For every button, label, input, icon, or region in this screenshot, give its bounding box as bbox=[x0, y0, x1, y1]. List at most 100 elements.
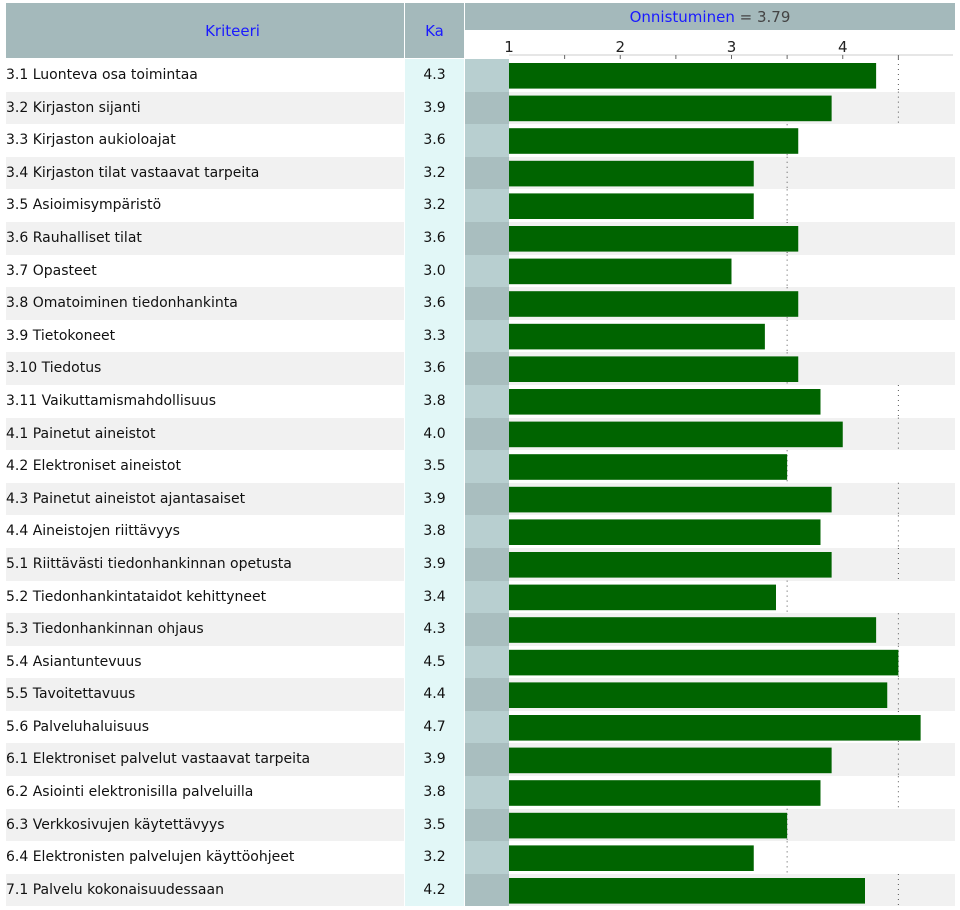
row-gutter bbox=[465, 808, 509, 842]
criterion-label: 3.3 Kirjaston aukioloajat bbox=[6, 124, 404, 157]
mean-value: 3.6 bbox=[405, 221, 464, 255]
row-gutter bbox=[465, 254, 509, 288]
criteria-header: Kriteeri bbox=[6, 3, 404, 58]
row-gutter bbox=[465, 91, 509, 125]
bar bbox=[509, 845, 754, 871]
bar bbox=[509, 389, 821, 415]
mean-value: 4.2 bbox=[405, 873, 464, 907]
criterion-label: 5.4 Asiantuntevuus bbox=[6, 645, 404, 679]
success-value: 3.79 bbox=[756, 7, 791, 26]
criterion-label: 3.8 Omatoiminen tiedonhankinta bbox=[6, 287, 404, 320]
row-gutter bbox=[465, 417, 509, 451]
bar bbox=[509, 649, 899, 676]
mean-value: 3.9 bbox=[405, 547, 464, 581]
row-gutter bbox=[465, 547, 509, 581]
row-gutter bbox=[465, 189, 509, 222]
mean-value: 3.9 bbox=[405, 743, 464, 777]
bar bbox=[509, 258, 732, 285]
mean-value: 3.8 bbox=[405, 515, 464, 548]
row-gutter bbox=[465, 287, 509, 320]
mean-value: 3.2 bbox=[405, 189, 464, 222]
mean-value: 4.7 bbox=[405, 710, 464, 744]
criterion-label: 4.3 Painetut aineistot ajantasaiset bbox=[6, 482, 404, 516]
x-tick-label: 3 bbox=[727, 38, 737, 56]
bar-chart: 1 2 3 4 bbox=[504, 38, 953, 907]
mean-value: 3.2 bbox=[405, 841, 464, 874]
row-gutter bbox=[465, 482, 509, 516]
criterion-label: 5.2 Tiedonhankintataidot kehittyneet bbox=[6, 580, 404, 614]
mean-value: 3.6 bbox=[405, 287, 464, 320]
bar bbox=[509, 63, 877, 89]
x-tick-label: 2 bbox=[615, 38, 625, 56]
bar bbox=[509, 878, 865, 904]
criterion-label: 7.1 Palvelu kokonaisuudessaan bbox=[6, 873, 404, 907]
criterion-label: 3.7 Opasteet bbox=[6, 254, 404, 288]
criterion-label: 3.1 Luonteva osa toimintaa bbox=[6, 59, 404, 92]
row-gutter bbox=[465, 743, 509, 777]
row-gutter bbox=[465, 841, 509, 874]
bar bbox=[509, 780, 821, 806]
mean-value: 4.4 bbox=[405, 678, 464, 711]
criterion-label: 3.5 Asioimisympäristö bbox=[6, 189, 404, 222]
bar bbox=[509, 454, 788, 480]
row-gutter bbox=[465, 450, 509, 483]
row-gutter bbox=[465, 776, 509, 809]
criterion-label: 5.5 Tavoitettavuus bbox=[6, 678, 404, 711]
criterion-label: 6.1 Elektroniset palvelut vastaavat tarp… bbox=[6, 743, 404, 777]
mean-value: 3.6 bbox=[405, 124, 464, 157]
success-eq: = bbox=[739, 7, 753, 26]
mean-value: 3.9 bbox=[405, 482, 464, 516]
row-gutter bbox=[465, 124, 509, 157]
mean-header-label: Ka bbox=[425, 21, 444, 40]
mean-value: 3.5 bbox=[405, 450, 464, 483]
bar bbox=[509, 291, 799, 317]
criterion-label: 4.2 Elektroniset aineistot bbox=[6, 450, 404, 483]
row-gutter bbox=[465, 156, 509, 190]
row-gutter bbox=[465, 515, 509, 548]
row-gutter bbox=[465, 678, 509, 711]
row-gutter bbox=[465, 580, 509, 614]
mean-value: 4.5 bbox=[405, 645, 464, 679]
row-gutter bbox=[465, 319, 509, 353]
x-tick-label: 4 bbox=[838, 38, 848, 56]
x-tick-label: 1 bbox=[504, 38, 514, 56]
row-gutter bbox=[465, 352, 509, 385]
criterion-label: 3.11 Vaikuttamismahdollisuus bbox=[6, 384, 404, 418]
criterion-label: 5.6 Palveluhaluisuus bbox=[6, 710, 404, 744]
bar bbox=[509, 323, 765, 350]
bar bbox=[509, 519, 821, 545]
chart-header: Onnistuminen = 3.79 bbox=[465, 3, 955, 58]
bar bbox=[509, 356, 799, 382]
bar bbox=[509, 160, 754, 187]
bar bbox=[509, 584, 776, 611]
bar bbox=[509, 812, 788, 839]
mean-value: 3.0 bbox=[405, 254, 464, 288]
criterion-label: 6.4 Elektronisten palvelujen käyttöohjee… bbox=[6, 841, 404, 874]
row-gutter bbox=[465, 710, 509, 744]
mean-value: 3.4 bbox=[405, 580, 464, 614]
criterion-label: 4.1 Painetut aineistot bbox=[6, 417, 404, 451]
bar bbox=[509, 226, 799, 252]
row-gutter bbox=[465, 59, 509, 92]
mean-value: 3.5 bbox=[405, 808, 464, 842]
bar bbox=[509, 421, 843, 448]
mean-value: 3.9 bbox=[405, 91, 464, 125]
row-gutter bbox=[465, 221, 509, 255]
bar bbox=[509, 95, 832, 122]
row-gutter bbox=[465, 384, 509, 418]
mean-value: 3.3 bbox=[405, 319, 464, 353]
mean-value: 3.8 bbox=[405, 384, 464, 418]
mean-value: 3.2 bbox=[405, 156, 464, 190]
mean-value: 4.3 bbox=[405, 613, 464, 646]
mean-value: 3.8 bbox=[405, 776, 464, 809]
criterion-label: 6.3 Verkkosivujen käytettävyys bbox=[6, 808, 404, 842]
bar bbox=[509, 682, 888, 708]
bar bbox=[509, 552, 832, 578]
mean-value: 4.0 bbox=[405, 417, 464, 451]
criterion-label: 5.3 Tiedonhankinnan ohjaus bbox=[6, 613, 404, 646]
criterion-label: 5.1 Riittävästi tiedonhankinnan opetusta bbox=[6, 547, 404, 581]
success-label: Onnistuminen bbox=[629, 7, 735, 26]
mean-header: Ka bbox=[405, 3, 464, 58]
row-gutter bbox=[465, 873, 509, 907]
row-gutter bbox=[465, 613, 509, 646]
